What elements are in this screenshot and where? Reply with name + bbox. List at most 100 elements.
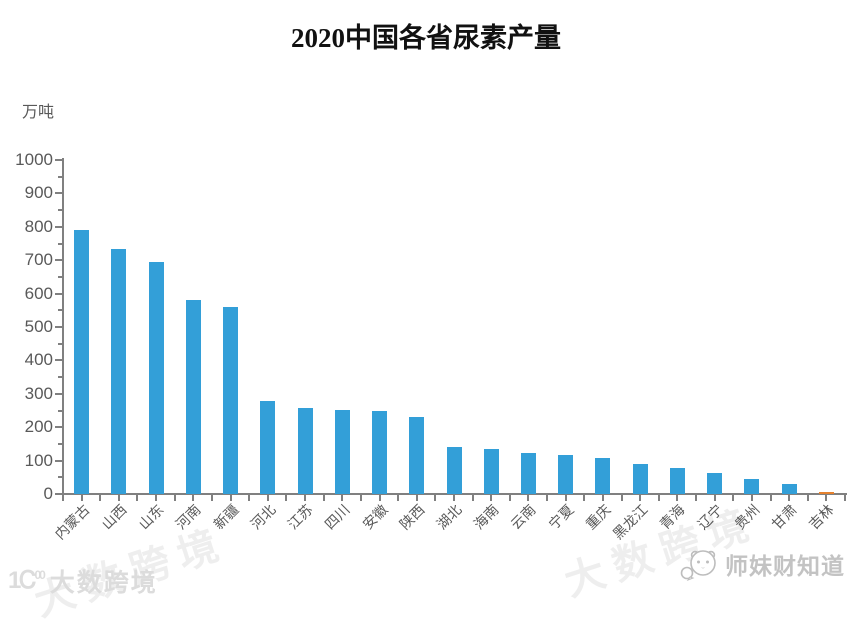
x-tick [80, 495, 83, 501]
x-tick [397, 495, 400, 501]
y-major-tick [55, 392, 62, 395]
watermark-text: 师妹财知道 [725, 553, 845, 579]
x-tick [620, 495, 623, 501]
x-tick [657, 495, 660, 501]
y-tick-label: 600 [24, 283, 53, 303]
panda-chat-icon [680, 547, 720, 582]
x-tick [527, 495, 530, 501]
bar-江苏 [297, 408, 313, 494]
y-minor-tick [58, 442, 62, 445]
y-tick-label: 500 [24, 317, 53, 336]
watermark-text: 大数跨境 [49, 569, 158, 597]
x-tick [471, 495, 474, 501]
bar-安徽 [372, 411, 388, 494]
x-tick [676, 495, 679, 501]
bar-甘肃 [781, 483, 797, 494]
bar-辽宁 [707, 472, 723, 494]
bar-吉林 [818, 491, 834, 494]
x-tick [155, 495, 158, 501]
x-tick [788, 495, 791, 501]
y-minor-tick [58, 409, 62, 412]
bar-内蒙古 [74, 230, 90, 494]
y-minor-tick [58, 376, 62, 379]
y-major-tick [55, 326, 62, 328]
x-tick [564, 495, 567, 501]
x-tick [62, 495, 64, 501]
bar-新疆 [223, 306, 239, 494]
y-major-tick [55, 192, 62, 195]
x-tick [359, 495, 362, 501]
chart-canvas: 大数跨境 大数跨境 2020中国各省尿素产量 万吨 0 100 200 300 400 5… [8, 23, 847, 625]
bar-四川 [334, 409, 350, 494]
y-major-tick [55, 292, 62, 295]
x-axis-line [62, 493, 847, 495]
bar-河北 [260, 401, 276, 494]
x-tick [341, 495, 344, 501]
x-tick [583, 495, 586, 501]
x-tick [136, 495, 139, 501]
y-major-tick [55, 493, 62, 495]
y-minor-tick [58, 242, 62, 245]
y-tick-label: 200 [24, 417, 53, 437]
x-tick [601, 495, 604, 501]
x-tick [248, 495, 251, 501]
y-major-tick [55, 426, 62, 429]
x-tick [732, 495, 735, 501]
x-tick [99, 495, 102, 501]
x-tick [192, 495, 195, 501]
y-major-tick [55, 259, 62, 262]
bar-重庆 [595, 457, 611, 494]
x-tick [117, 495, 120, 501]
y-minor-tick [58, 476, 62, 479]
bar-贵州 [744, 478, 760, 494]
y-tick-label: 800 [24, 216, 53, 236]
y-minor-tick [58, 309, 62, 312]
x-tick [490, 495, 493, 501]
x-tick [806, 495, 809, 501]
y-tick-label: 700 [24, 250, 53, 270]
bottom-right-watermark: 师妹财知道 [680, 547, 845, 582]
chart-title: 2020中国各省尿素产量 [291, 23, 561, 53]
x-tick [285, 495, 288, 501]
x-tick [844, 495, 846, 501]
k100-logo-icon: 1Ꮯ00 [8, 567, 46, 594]
y-minor-tick [58, 275, 62, 278]
x-tick [304, 495, 307, 501]
x-tick [453, 495, 455, 501]
y-tick-label: 1000 [15, 150, 53, 169]
y-minor-tick [58, 342, 62, 345]
x-tick [173, 495, 176, 501]
y-tick-label: 300 [24, 383, 53, 403]
y-tick-label: 400 [24, 350, 53, 370]
x-tick [322, 495, 325, 501]
x-tick [546, 495, 549, 501]
y-axis-line [62, 158, 64, 496]
x-tick [769, 495, 772, 501]
x-tick [750, 495, 753, 501]
y-major-tick [55, 159, 62, 161]
x-tick [639, 495, 642, 501]
x-tick [229, 495, 232, 501]
y-minor-tick [58, 209, 62, 212]
x-tick [266, 495, 269, 501]
x-tick [508, 495, 511, 501]
bar-河南 [185, 300, 201, 494]
y-major-tick [55, 359, 62, 362]
y-major-tick [55, 459, 62, 462]
x-tick [713, 495, 716, 501]
bar-陕西 [409, 417, 425, 494]
bottom-left-watermark: 1Ꮯ00 大数跨境 [8, 563, 158, 599]
x-tick [210, 495, 213, 501]
bar-青海 [669, 467, 685, 494]
x-tick [378, 495, 381, 501]
y-major-tick [55, 225, 62, 228]
x-tick [434, 495, 437, 501]
bar-黑龙江 [632, 463, 648, 494]
x-tick [415, 495, 418, 501]
y-axis-unit-label: 万吨 [22, 104, 55, 121]
bar-山西 [111, 248, 127, 494]
y-tick-label: 900 [24, 183, 53, 203]
y-tick-label: 0 [43, 484, 53, 503]
bar-海南 [483, 449, 499, 494]
y-tick-label: 100 [24, 450, 53, 470]
